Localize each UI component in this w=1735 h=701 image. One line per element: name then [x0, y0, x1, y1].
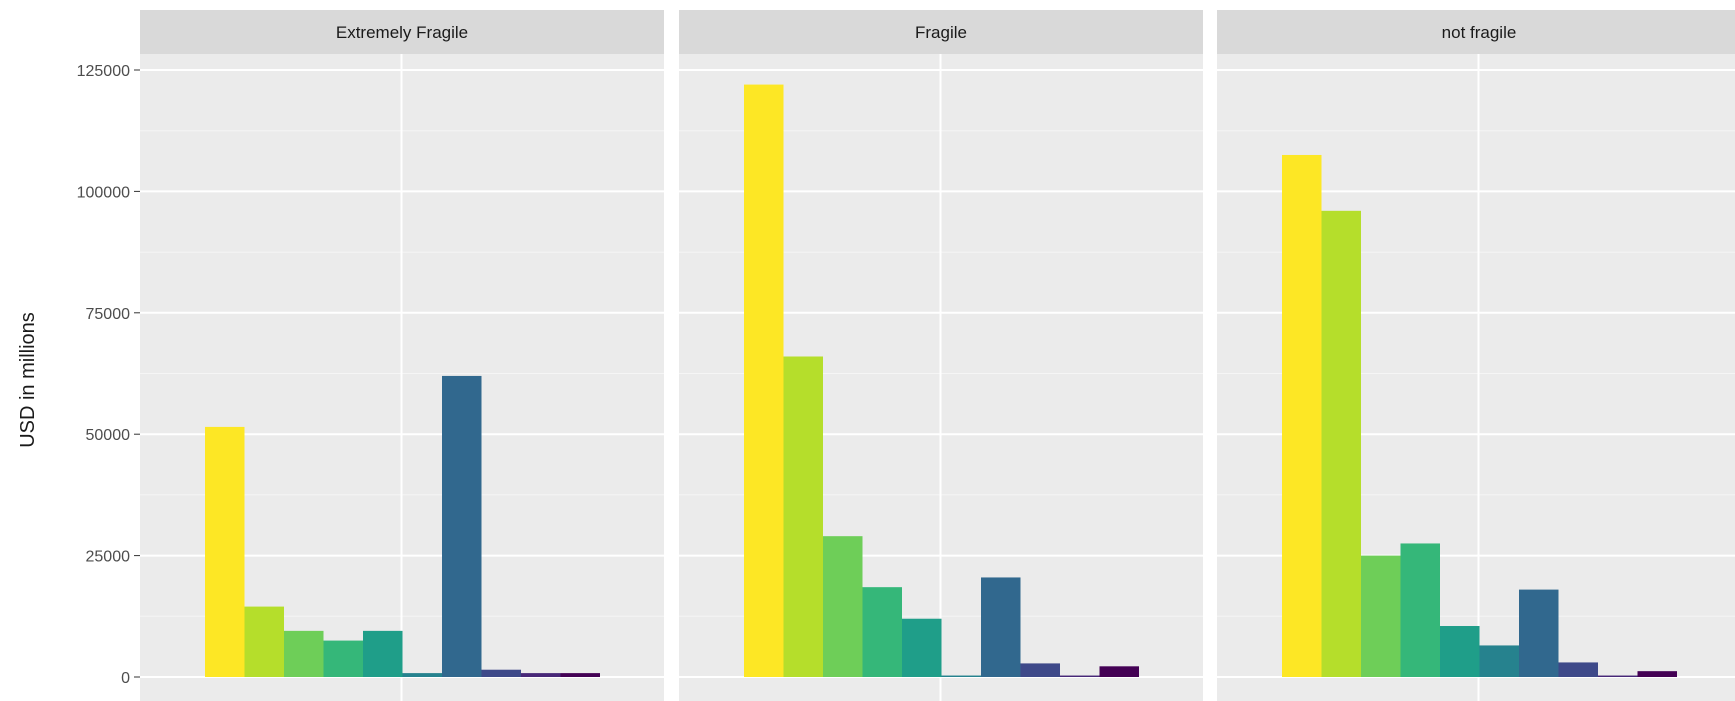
- bar: [1282, 154, 1322, 678]
- facet-strip: [1217, 10, 1735, 54]
- bar: [981, 577, 1021, 677]
- y-axis-label: USD in millions: [17, 312, 39, 448]
- bar: [1479, 645, 1519, 677]
- bar: [481, 669, 521, 677]
- bar: [1400, 543, 1440, 677]
- bar: [1099, 666, 1139, 677]
- bar: [402, 673, 442, 677]
- bar: [284, 630, 324, 677]
- y-tick-label: 75000: [86, 306, 131, 323]
- y-tick-label: 125000: [77, 63, 130, 80]
- bar: [1361, 555, 1401, 677]
- bar: [1558, 662, 1598, 677]
- bar: [744, 84, 784, 678]
- y-tick-label: 100000: [77, 184, 130, 201]
- bar: [1440, 626, 1480, 677]
- bar: [1020, 663, 1060, 677]
- facet-strip: [679, 10, 1203, 54]
- bar: [244, 606, 284, 677]
- bar: [363, 630, 403, 677]
- bar: [521, 673, 561, 677]
- facet-strip-label: Extremely Fragile: [336, 23, 468, 42]
- bar: [902, 618, 942, 677]
- bar: [1519, 589, 1559, 677]
- y-tick-label: 50000: [86, 427, 131, 444]
- facet-strip: [140, 10, 664, 54]
- bar: [941, 675, 981, 677]
- facet-panel: not fragile: [1217, 10, 1735, 701]
- bar: [205, 426, 245, 677]
- facet-strip-label: Fragile: [915, 23, 967, 42]
- y-tick-label: 0: [121, 670, 130, 687]
- bar: [783, 356, 823, 677]
- bar: [323, 640, 363, 677]
- bar: [1637, 671, 1677, 677]
- y-axis-ticks: 0 25000 50000 75000 100000 125000: [77, 63, 140, 687]
- bar: [560, 673, 600, 677]
- bar: [862, 587, 902, 677]
- y-tick-label: 25000: [86, 549, 131, 566]
- facet-panels: Extremely Fragile Fragile not fragile: [140, 10, 1735, 701]
- bar: [442, 375, 482, 677]
- facet-panel: Extremely Fragile: [140, 10, 664, 701]
- bar: [1321, 210, 1361, 677]
- facet-panel: Fragile: [679, 10, 1203, 701]
- bar: [823, 536, 863, 677]
- bar: [1060, 675, 1100, 677]
- facet-strip-label: not fragile: [1442, 23, 1517, 42]
- bar: [1598, 675, 1638, 677]
